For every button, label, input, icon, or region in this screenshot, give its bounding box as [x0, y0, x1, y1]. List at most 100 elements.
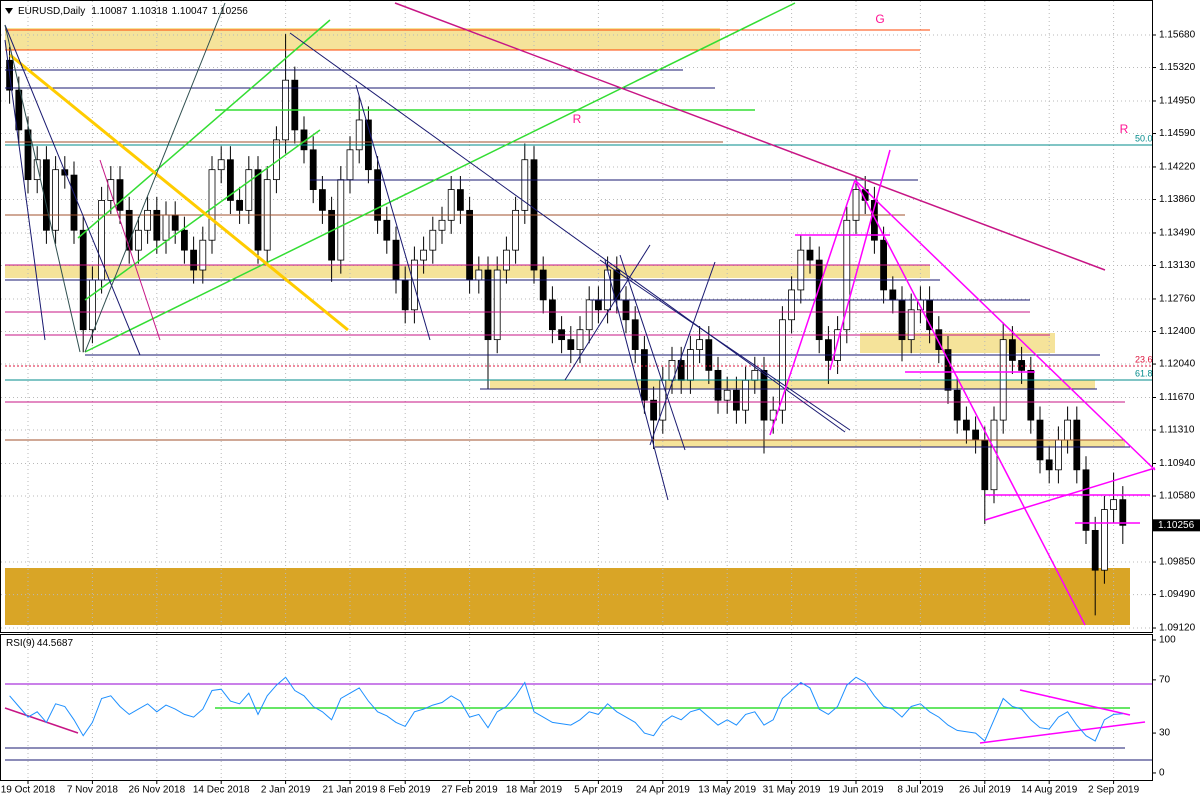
- candle-body: [291, 79, 299, 131]
- rsi-last-value: 44.5687: [37, 638, 74, 649]
- x-tick-label: 26 Jul 2019: [959, 785, 1011, 796]
- trendline: [4, 24, 81, 353]
- candle-body: [1018, 360, 1025, 371]
- candle-body: [595, 299, 602, 311]
- x-tick-label: 8 Feb 2019: [380, 785, 431, 796]
- candle-body: [337, 179, 345, 261]
- candle-body: [217, 159, 225, 171]
- x-tick-label: 14 Dec 2018: [193, 785, 250, 796]
- trendline: [9, 53, 349, 332]
- candle-body: [1027, 369, 1035, 421]
- x-tick-label: 26 Nov 2018: [128, 785, 185, 796]
- candle-body: [52, 169, 59, 231]
- rsi-line: [9, 676, 1123, 742]
- trendline: [394, 2, 1106, 271]
- candle-body: [254, 169, 262, 251]
- y-tick-label: 1.11670: [1159, 392, 1195, 403]
- zone: [655, 440, 1125, 447]
- candle-body: [779, 319, 786, 411]
- y-tick-label: 1.10940: [1159, 458, 1196, 469]
- fib-label: 50.0: [1135, 133, 1153, 143]
- candle-body: [438, 219, 446, 231]
- candle-body: [641, 349, 648, 401]
- chart-header: EURUSD,Daily 1.10087 1.10318 1.10047 1.10256: [18, 6, 248, 17]
- candle-body: [24, 129, 32, 181]
- candle-body: [521, 159, 529, 211]
- rsi-panel: [9, 676, 1123, 742]
- last-close: 1.10256: [212, 6, 249, 17]
- trendline: [854, 179, 1156, 471]
- candle-body: [1009, 339, 1016, 361]
- candle-body: [89, 279, 96, 331]
- candle-body: [116, 179, 124, 211]
- candle-body: [1119, 499, 1127, 526]
- candle-body: [190, 249, 198, 271]
- x-tick-label: 13 May 2019: [698, 785, 756, 796]
- y-tick-label: 1.14950: [1159, 96, 1196, 107]
- y-tick-label: 1.14590: [1159, 128, 1196, 139]
- candle-body: [208, 169, 216, 241]
- candle-body: [245, 169, 253, 211]
- trendline: [84, 129, 321, 301]
- x-tick-label: 19 Jun 2019: [828, 785, 883, 796]
- candle-body: [622, 299, 630, 321]
- candle-body: [374, 169, 382, 221]
- candle-body: [226, 159, 234, 201]
- candle-body: [392, 239, 400, 281]
- candle-body: [585, 299, 593, 331]
- candle-body: [539, 269, 547, 301]
- candle-body: [180, 229, 188, 251]
- x-tick-label: 8 Jul 2019: [897, 785, 944, 796]
- candle-body: [1091, 529, 1099, 571]
- candle-body: [1073, 419, 1081, 471]
- rsi-title: RSI(9): [6, 638, 35, 649]
- candle-body: [107, 179, 115, 201]
- x-tick-label: 7 Nov 2018: [67, 785, 119, 796]
- y-tick-label: 0: [1159, 768, 1165, 779]
- candle-body: [723, 389, 731, 401]
- y-tick-label: 1.13490: [1159, 228, 1196, 239]
- trendline: [769, 179, 856, 436]
- trendline: [99, 159, 161, 341]
- trendline: [564, 244, 651, 381]
- y-tick-label: 1.12760: [1159, 294, 1196, 305]
- zone: [490, 380, 1095, 389]
- candle-body: [898, 299, 906, 341]
- candle-body: [125, 209, 133, 251]
- rsi-header: RSI(9) 44.5687: [6, 638, 73, 649]
- y-tick-label: 1.12040: [1159, 359, 1196, 370]
- candle-body: [935, 329, 943, 350]
- candle-body: [1045, 459, 1053, 471]
- last-open: 1.10087: [91, 6, 128, 17]
- candle-body: [162, 214, 170, 241]
- candle-body: [318, 189, 326, 211]
- candle-body: [153, 209, 161, 241]
- candle-body: [549, 299, 556, 331]
- last-high: 1.10318: [131, 6, 168, 17]
- candle-body: [751, 369, 759, 381]
- candle-body: [576, 329, 584, 350]
- candle-body: [1110, 499, 1117, 510]
- y-tick-label: 1.09850: [1159, 557, 1196, 568]
- y-tick-label: 30: [1159, 728, 1171, 739]
- candle-body: [512, 209, 519, 251]
- y-tick-label: 1.09120: [1159, 623, 1196, 634]
- annotation: G: [875, 12, 884, 26]
- y-tick-label: 1.15680: [1159, 30, 1196, 41]
- x-tick-label: 14 Aug 2019: [1021, 785, 1078, 796]
- candle-body: [567, 339, 575, 350]
- x-tick-label: 31 May 2019: [763, 785, 821, 796]
- candle-body: [144, 209, 152, 231]
- candle-body: [825, 339, 832, 361]
- candle-body: [806, 249, 814, 261]
- candle-body: [456, 189, 464, 211]
- candle-body: [199, 239, 207, 271]
- trendline: [289, 32, 846, 433]
- candle-body: [834, 329, 841, 361]
- y-tick-label: 100: [1159, 635, 1176, 646]
- candle-body: [687, 349, 694, 381]
- y-tick-label: 1.11310: [1159, 425, 1195, 436]
- candle-body: [383, 219, 391, 241]
